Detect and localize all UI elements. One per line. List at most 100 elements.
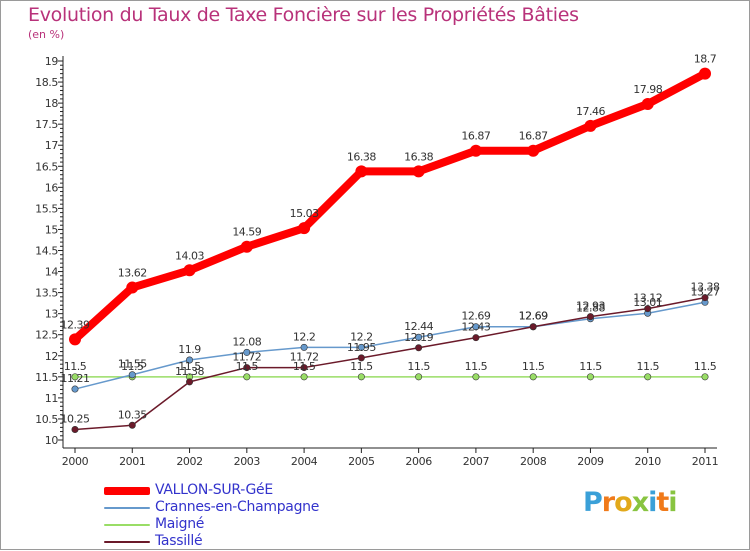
- data-label: 11.5: [121, 360, 144, 373]
- data-label: 13.62: [118, 267, 147, 280]
- x-tick-label: 2003: [234, 455, 261, 468]
- legend-swatch: [104, 524, 150, 526]
- data-label: 12.2: [350, 330, 373, 343]
- y-tick-label: 14: [45, 266, 59, 279]
- data-label: 11.9: [178, 343, 201, 356]
- data-point: [300, 373, 308, 381]
- y-tick-label: 18.5: [35, 76, 58, 89]
- data-label: 12.2: [293, 330, 316, 343]
- x-tick-label: 2007: [463, 455, 490, 468]
- data-label: 12.44: [404, 320, 433, 333]
- data-label: 13.27: [691, 285, 720, 298]
- y-tick-label: 18: [45, 97, 59, 110]
- data-label: 11.5: [694, 360, 717, 373]
- x-tick-label: 2002: [176, 455, 202, 468]
- data-point: [300, 343, 308, 351]
- series-line: [74, 296, 706, 431]
- data-label: 16.87: [461, 130, 490, 143]
- x-tick-label: 2000: [62, 455, 89, 468]
- data-label: 11.5: [64, 360, 87, 373]
- data-label: 11.95: [347, 341, 376, 354]
- y-tick-label: 11: [45, 392, 58, 405]
- data-label: 10.35: [118, 408, 147, 421]
- data-point: [71, 385, 79, 393]
- data-label: 12.39: [61, 318, 90, 331]
- data-label: 11.5: [579, 360, 602, 373]
- data-point: [183, 264, 196, 277]
- data-label: 11.5: [236, 360, 259, 373]
- x-tick-label: 2001: [119, 455, 145, 468]
- data-label: 16.38: [347, 150, 376, 163]
- data-label: 11.5: [407, 360, 430, 373]
- data-point: [701, 373, 709, 381]
- y-tick-label: 19: [45, 55, 59, 68]
- data-label: 12.69: [519, 310, 548, 323]
- data-point: [529, 373, 537, 381]
- logo-letter: r: [601, 487, 615, 518]
- data-point: [472, 373, 480, 381]
- y-tick-label: 15.5: [35, 202, 58, 215]
- data-point: [71, 373, 79, 381]
- legend-swatch: [104, 507, 150, 509]
- x-tick-label: 2011: [692, 455, 718, 468]
- data-label: 11.5: [293, 360, 316, 373]
- logo-letter: i: [648, 487, 657, 518]
- x-tick-label: 2010: [635, 455, 662, 468]
- data-point: [586, 313, 594, 321]
- data-point: [641, 97, 654, 110]
- logo-letter: t: [656, 487, 669, 518]
- logo-letter: o: [614, 487, 633, 518]
- data-point: [415, 373, 423, 381]
- x-tick-label: 2006: [405, 455, 432, 468]
- legend-swatch: [104, 541, 150, 543]
- y-tick-label: 17: [45, 139, 59, 152]
- logo-letter: i: [668, 487, 677, 518]
- logo-letter: P: [583, 487, 603, 518]
- data-point: [644, 305, 652, 313]
- y-tick-label: 12: [45, 350, 58, 363]
- y-tick-label: 16: [45, 181, 59, 194]
- y-tick-label: 14.5: [35, 245, 58, 258]
- data-labels-layer: 12.39 13.62 14.03 14.59 15.03 16.38 16.38 16.87…: [61, 53, 721, 426]
- data-label: 18.7: [694, 53, 717, 66]
- data-label: 16.87: [519, 130, 548, 143]
- legend-label: Tassillé: [155, 533, 203, 549]
- data-point: [357, 354, 365, 362]
- data-point: [243, 348, 251, 356]
- legend-label: VALLON-SUR-GéE: [155, 482, 273, 498]
- proxiti-logo: Proxiti: [583, 487, 678, 518]
- data-label: 16.38: [404, 150, 433, 163]
- legend-swatch: [104, 487, 150, 495]
- data-label: 12.93: [576, 300, 605, 313]
- data-label: 13.38: [691, 281, 720, 294]
- data-point: [586, 373, 594, 381]
- data-label: 17.98: [633, 83, 662, 96]
- data-label: 11.38: [175, 365, 204, 378]
- series-layer: [69, 67, 711, 433]
- y-tick-label: 17.5: [35, 118, 58, 131]
- data-label: 11.72: [232, 351, 261, 364]
- logo-letter: x: [631, 487, 649, 518]
- data-point: [699, 67, 711, 80]
- data-point: [186, 356, 194, 364]
- y-tick-label: 16.5: [35, 160, 58, 173]
- data-point: [415, 333, 423, 341]
- data-label: 12.69: [519, 310, 548, 323]
- data-point: [472, 323, 480, 331]
- data-point: [300, 364, 308, 372]
- data-point: [415, 344, 423, 352]
- data-label: 15.03: [290, 207, 319, 220]
- data-point: [472, 334, 480, 342]
- data-label: 11.5: [350, 360, 373, 373]
- data-point: [469, 144, 482, 157]
- data-label: 11.5: [522, 360, 545, 373]
- data-point: [298, 222, 311, 235]
- x-tick-label: 2005: [348, 455, 375, 468]
- data-point: [186, 378, 194, 386]
- data-point: [701, 294, 709, 302]
- y-tick-label: 13: [45, 308, 59, 321]
- data-point: [243, 373, 251, 381]
- y-tick-label: 12.5: [35, 329, 58, 342]
- data-point: [128, 371, 136, 379]
- data-point: [644, 373, 652, 381]
